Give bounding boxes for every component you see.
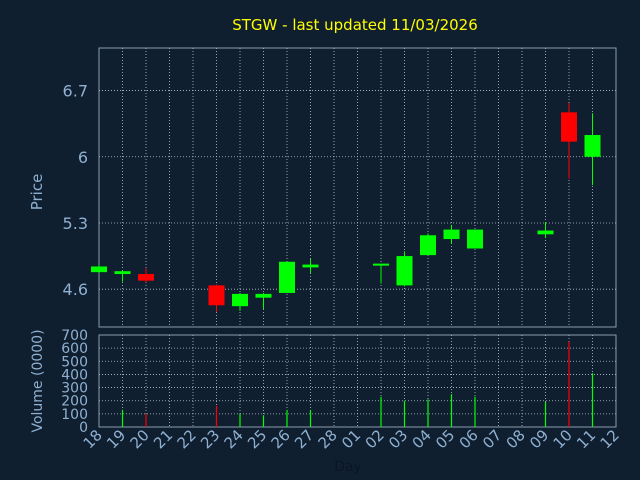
day-tick-label: 10 xyxy=(550,426,576,452)
candles xyxy=(91,102,601,312)
volume-axis-label: Volume (0000) xyxy=(30,329,46,432)
volume-tick-label: 500 xyxy=(61,354,88,370)
volume-tick-label: 100 xyxy=(61,407,88,423)
grid-lines xyxy=(99,48,616,427)
price-axis-label: Price xyxy=(28,174,46,211)
candle-body xyxy=(373,263,389,266)
candle-body xyxy=(467,229,483,249)
day-tick-label: 25 xyxy=(244,426,270,452)
price-axis-ticks: 4.6 5.3 6 6.7 xyxy=(63,82,88,300)
day-tick-label: 02 xyxy=(362,426,388,452)
day-tick-label: 11 xyxy=(573,426,599,452)
day-tick-label: 26 xyxy=(268,426,294,452)
volume-tick-label: 200 xyxy=(61,394,88,410)
volume-tick-label: 400 xyxy=(61,367,88,383)
candle-body xyxy=(208,285,225,306)
candle-body xyxy=(537,230,554,235)
day-tick-label: 04 xyxy=(409,426,435,452)
candle-body xyxy=(302,264,319,268)
candle-body xyxy=(91,266,107,273)
candle-body xyxy=(561,112,577,142)
price-tick-label: 5.3 xyxy=(63,214,88,233)
day-tick-label: 28 xyxy=(315,426,341,452)
volume-tick-label: 700 xyxy=(61,328,88,344)
candle-body xyxy=(420,235,436,256)
candle-body xyxy=(396,256,413,286)
candle-body xyxy=(232,293,248,307)
volume-bars xyxy=(121,341,594,427)
price-tick-label: 4.6 xyxy=(63,280,88,299)
price-tick-label: 6 xyxy=(78,148,88,167)
day-tick-label: 20 xyxy=(127,426,153,452)
day-tick-label: 19 xyxy=(103,426,129,452)
day-tick-label: 05 xyxy=(432,426,458,452)
candle-body xyxy=(584,135,601,157)
day-tick-label: 23 xyxy=(197,426,223,452)
chart-title: STGW - last updated 11/03/2026 xyxy=(232,16,478,34)
day-axis-ticks: 1819202122232425262728010203040506070809… xyxy=(80,426,623,452)
day-tick-label: 12 xyxy=(597,426,623,452)
day-tick-label: 27 xyxy=(291,426,317,452)
volume-tick-label: 600 xyxy=(61,341,88,357)
day-tick-label: 09 xyxy=(526,426,552,452)
day-tick-label: 07 xyxy=(479,426,505,452)
day-tick-label: 06 xyxy=(456,426,482,452)
day-tick-label: 22 xyxy=(174,426,200,452)
volume-tick-label: 0 xyxy=(79,420,88,436)
candle-body xyxy=(114,271,131,275)
volume-tick-label: 300 xyxy=(61,381,88,397)
candle-body xyxy=(443,229,460,240)
day-tick-label: 08 xyxy=(503,426,529,452)
day-tick-label: 21 xyxy=(150,426,176,452)
day-tick-label: 01 xyxy=(338,426,364,452)
candle-body xyxy=(279,261,295,293)
candle-body xyxy=(255,293,272,298)
day-tick-label: 24 xyxy=(221,426,247,452)
price-tick-label: 6.7 xyxy=(63,82,88,101)
day-tick-label: 03 xyxy=(385,426,411,452)
candle-body xyxy=(138,274,154,281)
x-axis-label: Day xyxy=(334,459,362,475)
